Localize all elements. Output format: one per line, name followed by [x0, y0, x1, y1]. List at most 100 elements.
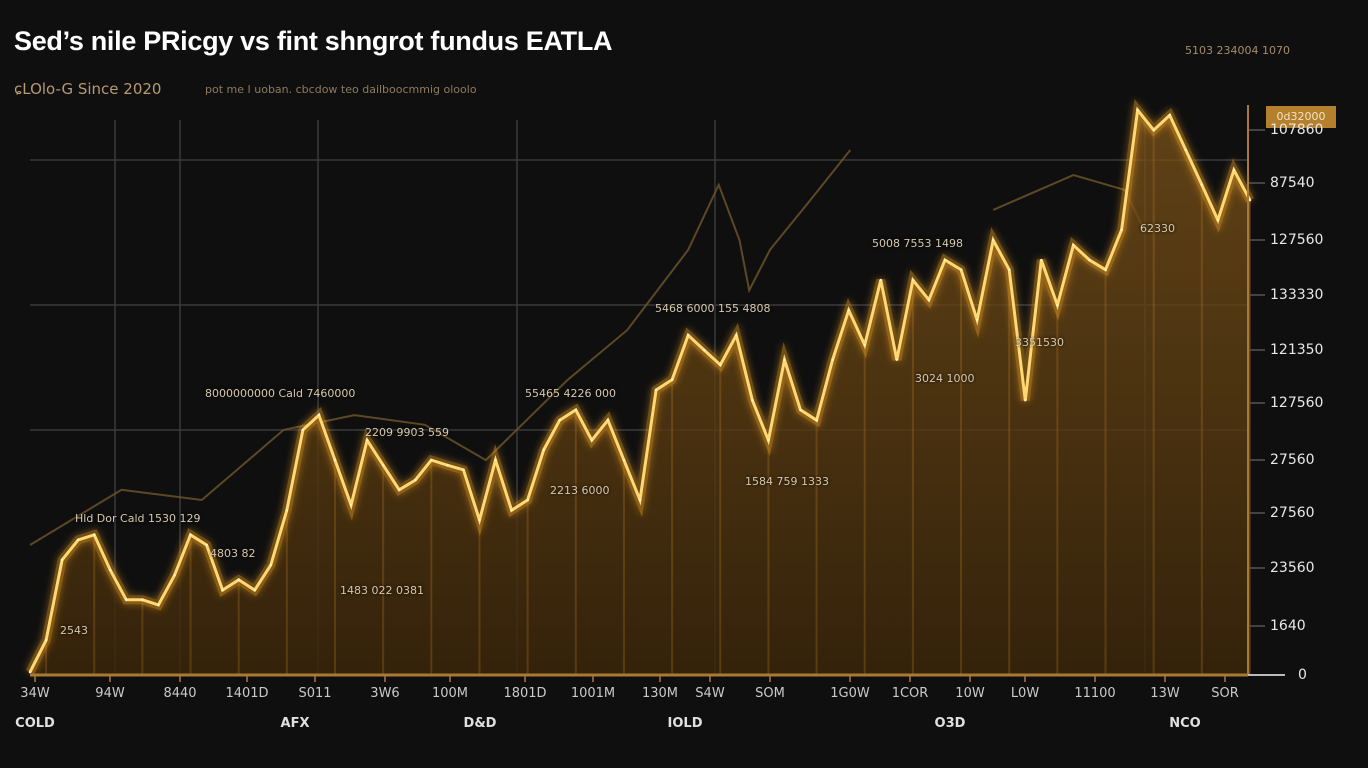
data-point [767, 438, 770, 442]
x-tick-label: 94W [95, 686, 125, 701]
y-tick-label: 0 [1298, 667, 1307, 683]
data-annotation: 2209 9903 559 [365, 426, 449, 439]
data-point [991, 238, 995, 242]
data-point [76, 538, 80, 542]
x-tick-label: 10W [955, 686, 985, 701]
data-point [478, 518, 481, 522]
data-point [301, 428, 305, 432]
data-point [799, 408, 802, 412]
data-point [1120, 228, 1123, 232]
data-point [125, 598, 128, 601]
x-tick-label: 8440 [163, 686, 197, 701]
data-point [510, 509, 513, 512]
data-point [1168, 114, 1171, 117]
data-annotation: 5008 7553 1498 [872, 237, 963, 250]
data-point [1184, 148, 1187, 152]
data-point [1232, 168, 1236, 172]
x-tick-label: 1COR [891, 686, 929, 701]
data-point [927, 298, 931, 302]
data-point [558, 419, 561, 422]
y-tick-label: 27560 [1270, 505, 1315, 521]
data-point [847, 309, 850, 312]
y-tick-label: 127560 [1270, 395, 1324, 411]
data-point [1200, 183, 1204, 186]
data-point [189, 533, 192, 536]
y-tick-label: 133330 [1270, 287, 1324, 303]
top-right-note: 5103 234004 1070 [1185, 44, 1290, 57]
data-point [1072, 244, 1075, 247]
category-label: NCO [1169, 716, 1201, 731]
data-point [60, 558, 64, 562]
x-tick-label: 1G0W [830, 686, 870, 701]
category-label: O3D [934, 716, 966, 731]
data-point [1056, 303, 1059, 307]
data-point [44, 639, 48, 642]
data-point [269, 563, 272, 567]
data-point [333, 458, 337, 462]
x-tick-label: 1401D [225, 686, 269, 701]
x-tick-label: 100M [431, 686, 469, 701]
data-point [173, 574, 176, 577]
x-tick-label: 11100 [1074, 686, 1116, 701]
data-annotation: 4803 82 [210, 547, 256, 560]
x-tick-label: 34W [20, 686, 50, 701]
data-point [686, 334, 690, 337]
data-point [1040, 258, 1043, 262]
data-point [1024, 399, 1027, 402]
data-point [670, 378, 674, 381]
data-point [542, 448, 545, 452]
data-point [237, 578, 240, 582]
data-annotation: 62330 [1140, 222, 1175, 235]
data-point [783, 358, 786, 361]
data-point [381, 464, 385, 467]
data-point [349, 503, 353, 507]
data-point [622, 458, 626, 462]
data-point [141, 598, 144, 601]
data-point [895, 358, 899, 361]
data-point [590, 438, 594, 442]
x-tick-label: 3W6 [370, 686, 400, 701]
x-tick-label: S011 [298, 686, 332, 701]
data-annotation: 2213 6000 [550, 484, 610, 497]
data-point [1248, 198, 1252, 202]
data-point [253, 588, 256, 592]
data-point [751, 399, 754, 402]
data-point [638, 498, 642, 502]
data-point [831, 358, 834, 361]
data-point [365, 438, 369, 442]
data-point [1008, 268, 1011, 271]
data-point [863, 343, 866, 347]
data-point [446, 464, 449, 467]
y-tick-label: 127560 [1270, 232, 1324, 248]
data-annotation: 5468 6000 155 4808 [655, 302, 771, 315]
y-tick-label: 1640 [1270, 618, 1306, 634]
x-tick-label: SOR [1211, 686, 1239, 701]
data-annotation: 1483 022 0381 [340, 584, 424, 597]
data-point [911, 278, 915, 282]
data-point [317, 413, 321, 417]
data-point [109, 568, 112, 572]
y-tick-label: 107860 [1270, 122, 1324, 138]
data-point [221, 588, 224, 592]
y-tick-label: 27560 [1270, 452, 1315, 468]
chart-subnote: pot me I uoban. cbcdow teo dailboocmmig … [205, 83, 477, 96]
secondary-line [29, 149, 852, 546]
data-point [526, 498, 529, 502]
data-point [703, 348, 706, 352]
data-annotation: 8000000000 Cald 7460000 [205, 387, 356, 400]
price-area [30, 110, 1250, 676]
data-point [654, 388, 658, 392]
x-tick-label: 130M [641, 686, 679, 701]
data-point [157, 603, 160, 607]
data-point [93, 533, 96, 536]
data-annotation: 55465 4226 000 [525, 387, 616, 400]
data-point [943, 258, 947, 262]
data-point [414, 478, 417, 482]
data-point [205, 543, 208, 547]
data-point [1152, 128, 1155, 132]
category-label: COLD [15, 716, 55, 731]
data-point [494, 458, 497, 462]
x-tick-label: L0W [1010, 686, 1040, 701]
y-tick-label: 121350 [1270, 342, 1324, 358]
